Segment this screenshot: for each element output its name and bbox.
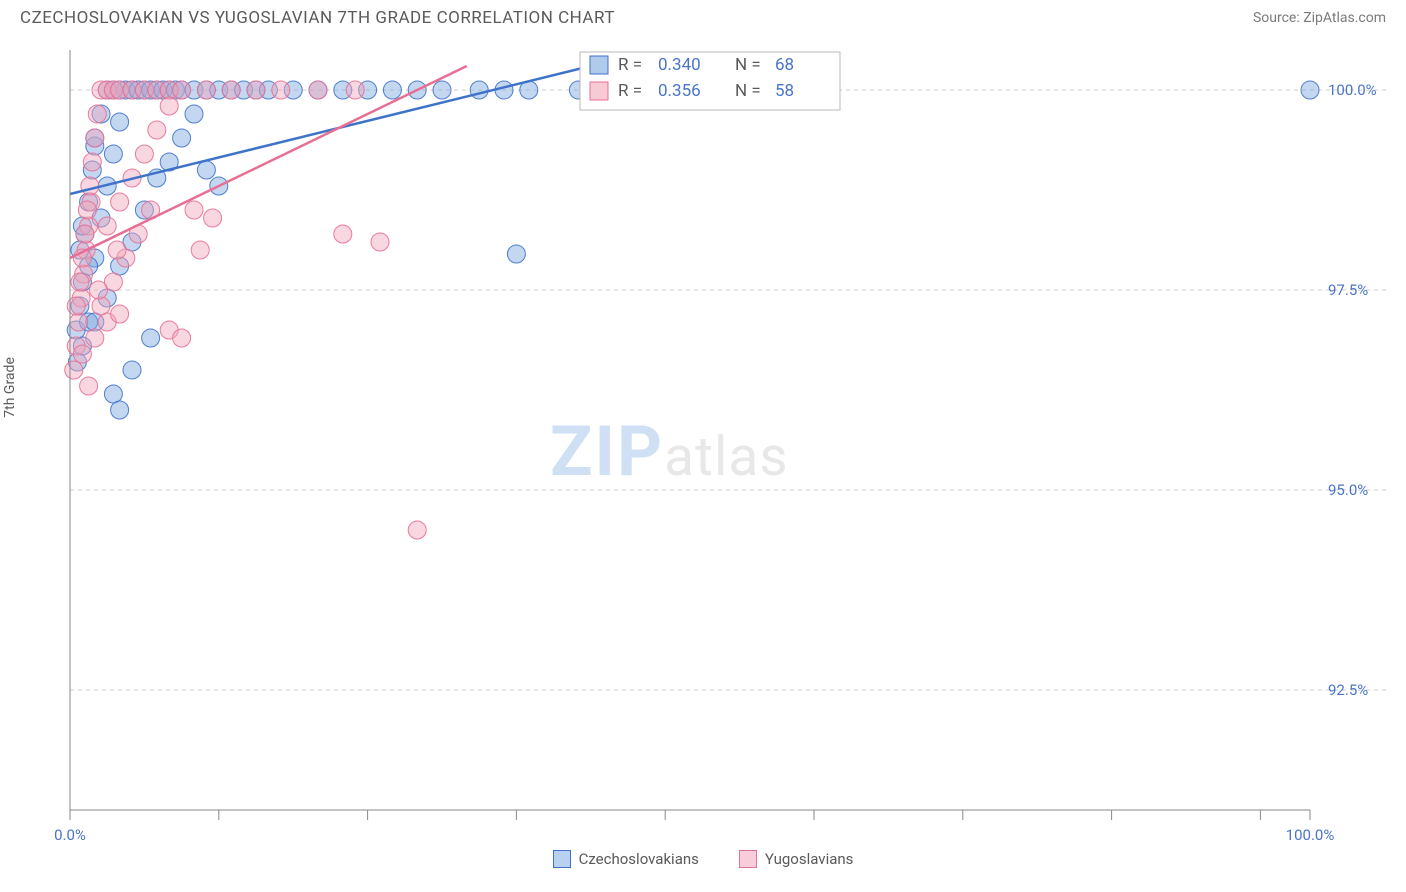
legend-n-value: 58 bbox=[775, 81, 794, 101]
data-point bbox=[272, 81, 290, 99]
data-point bbox=[142, 329, 160, 347]
legend-n-label: N = bbox=[735, 81, 761, 101]
legend-item: Czechoslovakians bbox=[553, 850, 699, 868]
y-tick-label: 95.0% bbox=[1328, 481, 1368, 499]
data-point bbox=[80, 377, 98, 395]
data-point bbox=[111, 113, 129, 131]
legend-label: Czechoslovakians bbox=[579, 850, 699, 868]
watermark: ZIPatlas bbox=[550, 411, 789, 493]
data-point bbox=[92, 297, 110, 315]
y-tick-label: 92.5% bbox=[1328, 681, 1368, 699]
data-point bbox=[111, 401, 129, 419]
legend-r-label: R = bbox=[618, 55, 642, 75]
data-point bbox=[173, 329, 191, 347]
data-point bbox=[371, 233, 389, 251]
legend-n-label: N = bbox=[735, 55, 761, 75]
data-point bbox=[73, 345, 91, 363]
data-point bbox=[76, 225, 94, 243]
data-point bbox=[191, 241, 209, 259]
data-point bbox=[65, 361, 83, 379]
legend-r-label: R = bbox=[618, 81, 642, 101]
data-point bbox=[507, 245, 525, 263]
legend-swatch bbox=[590, 82, 608, 100]
data-point bbox=[1301, 81, 1319, 99]
data-point bbox=[185, 105, 203, 123]
legend-swatch bbox=[739, 850, 757, 868]
data-point bbox=[108, 241, 126, 259]
data-point bbox=[81, 177, 99, 195]
legend-n-value: 68 bbox=[775, 55, 794, 75]
data-point bbox=[160, 97, 178, 115]
data-point bbox=[86, 129, 104, 147]
y-tick-label: 100.0% bbox=[1328, 81, 1377, 99]
legend-swatch bbox=[590, 56, 608, 74]
legend-item: Yugoslavians bbox=[739, 850, 854, 868]
data-point bbox=[470, 81, 488, 99]
data-point bbox=[104, 145, 122, 163]
data-point bbox=[70, 313, 88, 331]
data-point bbox=[86, 329, 104, 347]
scatter-chart: 100.0% 97.5% 95.0% 92.5% ZIPatlas 0.0% 100.0% R… bbox=[20, 40, 1386, 840]
data-point bbox=[173, 129, 191, 147]
legend-swatch bbox=[553, 850, 571, 868]
legend-label: Yugoslavians bbox=[765, 850, 854, 868]
data-point bbox=[197, 161, 215, 179]
chart-source: Source: ZipAtlas.com bbox=[1253, 10, 1386, 26]
data-point bbox=[334, 225, 352, 243]
chart-header: CZECHOSLOVAKIAN VS YUGOSLAVIAN 7TH GRADE… bbox=[0, 0, 1406, 40]
data-point bbox=[83, 153, 101, 171]
chart-container: 7th Grade 100.0%97.5%95.0%92.5%ZIPatlas0… bbox=[20, 40, 1386, 840]
data-point bbox=[104, 385, 122, 403]
data-point bbox=[173, 81, 191, 99]
data-point bbox=[197, 81, 215, 99]
data-point bbox=[98, 217, 116, 235]
legend-r-value: 0.356 bbox=[658, 81, 701, 101]
data-point bbox=[148, 121, 166, 139]
bottom-legend: Czechoslovakians Yugoslavians bbox=[0, 850, 1406, 868]
data-point bbox=[247, 81, 265, 99]
data-point bbox=[78, 201, 96, 219]
data-point bbox=[111, 305, 129, 323]
y-tick-label: 97.5% bbox=[1328, 281, 1368, 299]
x-tick-label: 100.0% bbox=[1286, 826, 1335, 840]
legend-r-value: 0.340 bbox=[658, 55, 701, 75]
data-point bbox=[111, 193, 129, 211]
data-point bbox=[408, 521, 426, 539]
data-point bbox=[383, 81, 401, 99]
data-point bbox=[309, 81, 327, 99]
data-point bbox=[135, 145, 153, 163]
x-tick-label: 0.0% bbox=[54, 826, 86, 840]
data-point bbox=[123, 361, 141, 379]
data-point bbox=[185, 201, 203, 219]
data-point bbox=[88, 105, 106, 123]
data-point bbox=[71, 273, 89, 291]
data-point bbox=[222, 81, 240, 99]
data-point bbox=[433, 81, 451, 99]
chart-title: CZECHOSLOVAKIAN VS YUGOSLAVIAN 7TH GRADE… bbox=[20, 8, 615, 28]
data-point bbox=[90, 281, 108, 299]
data-point bbox=[204, 209, 222, 227]
data-point bbox=[346, 81, 364, 99]
y-axis-label: 7th Grade bbox=[2, 357, 18, 418]
